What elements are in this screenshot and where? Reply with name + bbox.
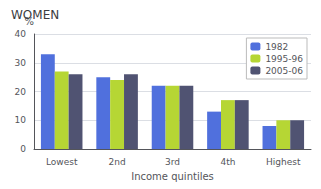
svg-text:2nd: 2nd xyxy=(109,157,126,167)
svg-text:40: 40 xyxy=(15,29,27,39)
svg-text:2005-06: 2005-06 xyxy=(265,66,303,76)
svg-text:Income quintiles: Income quintiles xyxy=(131,171,214,182)
svg-text:Lowest: Lowest xyxy=(46,157,78,167)
svg-text:Highest: Highest xyxy=(266,157,301,167)
svg-text:20: 20 xyxy=(15,87,27,97)
svg-text:10: 10 xyxy=(15,115,27,125)
svg-text:1995-96: 1995-96 xyxy=(265,54,303,64)
svg-text:3rd: 3rd xyxy=(165,157,180,167)
svg-text:0: 0 xyxy=(20,144,26,154)
svg-text:4th: 4th xyxy=(220,157,235,167)
svg-text:1982: 1982 xyxy=(265,42,288,52)
svg-text:WOMEN: WOMEN xyxy=(11,8,59,22)
svg-text:30: 30 xyxy=(15,58,27,68)
